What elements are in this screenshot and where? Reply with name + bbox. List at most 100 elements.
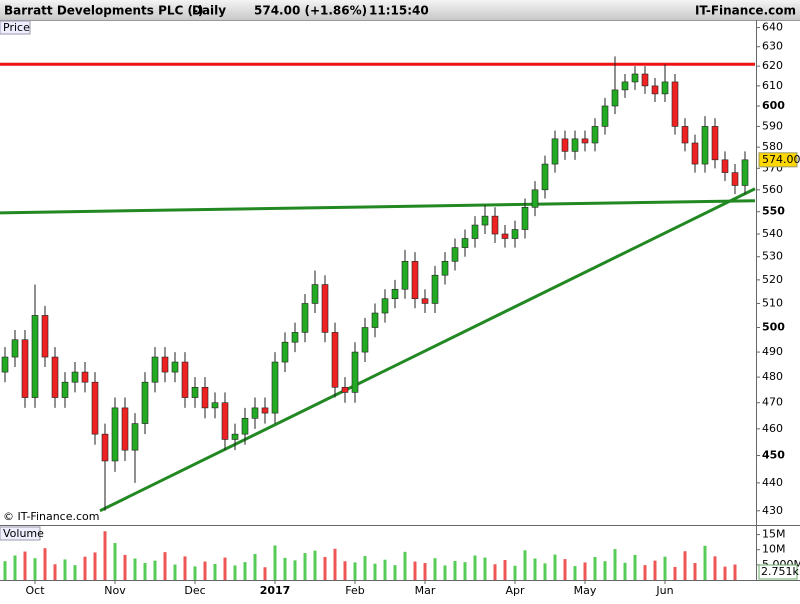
candle-body [642, 74, 648, 86]
candle-body [52, 357, 58, 398]
candle-body [332, 332, 338, 387]
volume-bar [224, 558, 227, 580]
candle-body [232, 434, 238, 439]
y-tick-label: 440 [762, 476, 783, 489]
volume-bar [574, 566, 577, 580]
candle-body [452, 248, 458, 262]
x-tick-label: Jun [655, 584, 673, 597]
candle-body [622, 82, 628, 90]
candle-body [552, 139, 558, 164]
volume-bar [24, 552, 27, 580]
quote: 574.00 (+1.86%) [254, 4, 367, 18]
volume-bar [354, 562, 357, 580]
volume-bar [114, 543, 117, 580]
volume-bar [424, 563, 427, 580]
volume-bar [134, 558, 137, 580]
volume-bar [694, 563, 697, 580]
candle-body [562, 139, 568, 152]
volume-bar [724, 567, 727, 580]
candle-body [502, 234, 508, 239]
y-tick-label: 480 [762, 370, 783, 383]
candle-body [172, 362, 178, 372]
candle-body [162, 357, 168, 372]
y-tick-label: 520 [762, 273, 783, 286]
y-tick-label: 490 [762, 345, 783, 358]
candle-body [422, 299, 428, 304]
candle-body [362, 328, 368, 353]
volume-bar [124, 555, 127, 580]
volume-bar [144, 563, 147, 580]
candle-body [262, 408, 268, 413]
candle-body [32, 315, 38, 397]
volume-bar [594, 557, 597, 580]
volume-bar [364, 556, 367, 580]
volume-bar [14, 555, 17, 580]
candle-body [372, 313, 378, 327]
volume-bar [154, 561, 157, 580]
volume-bar [334, 549, 337, 580]
candle-body [632, 74, 638, 82]
volume-bar [64, 559, 67, 580]
volume-bar [74, 565, 77, 580]
volume-bar [324, 557, 327, 580]
y-tick-label: 550 [762, 205, 785, 218]
candle-body [42, 315, 48, 357]
volume-bar [244, 562, 247, 580]
volume-bar [664, 557, 667, 580]
candle-body [722, 160, 728, 173]
period: Daily [192, 4, 226, 18]
volume-bar [164, 552, 167, 580]
y-tick-label: 530 [762, 250, 783, 263]
y-tick-label: 600 [762, 99, 785, 112]
last-volume-label: 2.751k [761, 565, 799, 578]
volume-bar [444, 565, 447, 580]
volume-bar [54, 564, 57, 580]
volume-bar [84, 557, 87, 580]
y-tick-label: 620 [762, 59, 783, 72]
candle-body [2, 357, 8, 372]
y-tick-label: 430 [762, 504, 783, 517]
watermark: © IT-Finance.com [3, 510, 100, 523]
x-tick-label: 2017 [260, 584, 291, 597]
volume-bar [454, 561, 457, 580]
volume-bar [4, 561, 7, 580]
candle-body [322, 285, 328, 333]
volume-bar [314, 551, 317, 580]
candle-body [692, 143, 698, 164]
time: 11:15:40 [369, 4, 429, 18]
candle-body [582, 139, 588, 143]
volume-bar [504, 560, 507, 580]
y-tick-label: 610 [762, 79, 783, 92]
y-tick-label: 460 [762, 422, 783, 435]
y-tick-label: 560 [762, 183, 783, 196]
title: Barratt Developments PLC (-) [4, 4, 203, 18]
volume-bar [644, 565, 647, 580]
candle-body [602, 106, 608, 126]
candle-body [702, 126, 708, 164]
candle-body [112, 408, 118, 461]
y-tick-label: 630 [762, 40, 783, 53]
volume-bar [394, 565, 397, 580]
y-tick-label: 10M [762, 543, 786, 556]
volume-bar [304, 553, 307, 580]
volume-bar [474, 555, 477, 580]
candle-body [272, 362, 278, 413]
volume-bar [604, 561, 607, 580]
volume-bar [384, 560, 387, 580]
volume-bar [524, 550, 527, 580]
volume-bar [284, 558, 287, 580]
volume-bar [234, 565, 237, 580]
y-tick-label: 510 [762, 296, 783, 309]
volume-bar [264, 567, 267, 580]
volume-bar [174, 565, 177, 580]
x-tick-label: Apr [505, 584, 525, 597]
candle-body [122, 408, 128, 450]
volume-bar [544, 563, 547, 580]
y-tick-label: 540 [762, 227, 783, 240]
candle-body [202, 387, 208, 408]
volume-bar [94, 552, 97, 580]
panel-label: Price [3, 21, 30, 34]
y-tick-label: 640 [762, 21, 783, 34]
volume-bar [194, 566, 197, 580]
